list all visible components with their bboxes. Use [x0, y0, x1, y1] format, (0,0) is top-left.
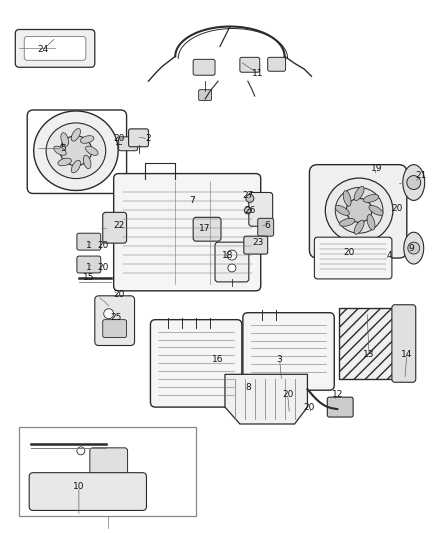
Ellipse shape — [34, 111, 118, 190]
Polygon shape — [225, 374, 307, 424]
FancyBboxPatch shape — [268, 58, 286, 71]
FancyBboxPatch shape — [24, 36, 86, 60]
Text: 9: 9 — [408, 244, 413, 253]
Text: 4: 4 — [386, 251, 392, 260]
Ellipse shape — [363, 195, 379, 203]
Text: 20: 20 — [97, 240, 109, 249]
FancyBboxPatch shape — [103, 212, 127, 243]
Ellipse shape — [367, 215, 375, 230]
Ellipse shape — [58, 158, 71, 166]
Circle shape — [104, 309, 114, 319]
Ellipse shape — [325, 178, 393, 243]
Text: 15: 15 — [83, 273, 95, 282]
Text: 1: 1 — [86, 240, 92, 249]
Ellipse shape — [403, 165, 425, 200]
FancyBboxPatch shape — [15, 29, 95, 67]
Ellipse shape — [71, 160, 81, 173]
Circle shape — [408, 242, 420, 254]
Bar — [339, 308, 394, 379]
Circle shape — [228, 264, 236, 272]
FancyBboxPatch shape — [314, 237, 392, 279]
Ellipse shape — [343, 191, 351, 206]
Text: 16: 16 — [212, 355, 224, 364]
Text: 23: 23 — [252, 238, 263, 247]
FancyBboxPatch shape — [90, 448, 127, 475]
Text: 12: 12 — [332, 390, 343, 399]
FancyBboxPatch shape — [77, 256, 101, 273]
Ellipse shape — [335, 205, 350, 215]
Ellipse shape — [404, 232, 424, 264]
Ellipse shape — [369, 205, 383, 215]
FancyBboxPatch shape — [244, 236, 268, 254]
FancyBboxPatch shape — [114, 174, 261, 291]
FancyBboxPatch shape — [249, 192, 273, 226]
Text: 3: 3 — [277, 355, 283, 364]
Text: 20: 20 — [343, 248, 355, 256]
Ellipse shape — [85, 146, 98, 155]
Ellipse shape — [61, 133, 68, 146]
FancyBboxPatch shape — [243, 313, 334, 390]
FancyBboxPatch shape — [392, 305, 416, 382]
Text: 13: 13 — [363, 350, 375, 359]
Text: 27: 27 — [242, 191, 254, 200]
Text: 6: 6 — [265, 221, 271, 230]
Text: 22: 22 — [113, 221, 124, 230]
Text: 19: 19 — [371, 164, 383, 173]
Text: 14: 14 — [401, 350, 413, 359]
Circle shape — [227, 250, 237, 260]
Ellipse shape — [346, 198, 372, 222]
Text: 20: 20 — [113, 290, 124, 300]
Text: 21: 21 — [415, 171, 427, 180]
FancyBboxPatch shape — [240, 58, 260, 72]
Ellipse shape — [83, 155, 91, 169]
FancyBboxPatch shape — [29, 473, 146, 511]
FancyBboxPatch shape — [309, 165, 407, 258]
Text: 20: 20 — [391, 204, 403, 213]
Text: 25: 25 — [110, 313, 121, 322]
Text: 26: 26 — [244, 206, 255, 215]
FancyBboxPatch shape — [150, 320, 242, 407]
Text: 10: 10 — [73, 482, 85, 491]
FancyBboxPatch shape — [77, 233, 101, 250]
Text: 1: 1 — [86, 263, 92, 272]
Ellipse shape — [81, 136, 94, 143]
Circle shape — [246, 195, 254, 203]
Ellipse shape — [354, 187, 364, 200]
FancyBboxPatch shape — [193, 59, 215, 75]
FancyBboxPatch shape — [119, 137, 138, 151]
Text: 7: 7 — [189, 196, 195, 205]
Text: 2: 2 — [146, 134, 151, 143]
Bar — [19, 427, 196, 516]
FancyBboxPatch shape — [103, 320, 127, 337]
Circle shape — [244, 207, 251, 214]
FancyBboxPatch shape — [95, 296, 134, 345]
Text: 20: 20 — [97, 263, 109, 272]
Ellipse shape — [354, 220, 364, 235]
Circle shape — [407, 175, 421, 190]
Ellipse shape — [60, 136, 92, 166]
FancyBboxPatch shape — [129, 129, 148, 147]
FancyBboxPatch shape — [215, 242, 249, 282]
FancyBboxPatch shape — [193, 217, 221, 241]
Text: 20: 20 — [113, 134, 124, 143]
FancyBboxPatch shape — [198, 90, 212, 101]
Ellipse shape — [339, 219, 355, 226]
Text: 20: 20 — [282, 390, 293, 399]
Text: 11: 11 — [252, 69, 264, 78]
Bar — [339, 308, 394, 379]
Ellipse shape — [71, 128, 81, 141]
Ellipse shape — [335, 188, 383, 233]
Text: 8: 8 — [245, 383, 251, 392]
FancyBboxPatch shape — [327, 397, 353, 417]
Text: 5: 5 — [60, 144, 66, 154]
Ellipse shape — [46, 123, 106, 179]
FancyBboxPatch shape — [258, 219, 274, 236]
Ellipse shape — [54, 146, 66, 155]
Text: 24: 24 — [38, 45, 49, 54]
Text: 20: 20 — [304, 402, 315, 411]
Text: 18: 18 — [222, 251, 234, 260]
Circle shape — [77, 447, 85, 455]
Text: 17: 17 — [199, 224, 211, 233]
